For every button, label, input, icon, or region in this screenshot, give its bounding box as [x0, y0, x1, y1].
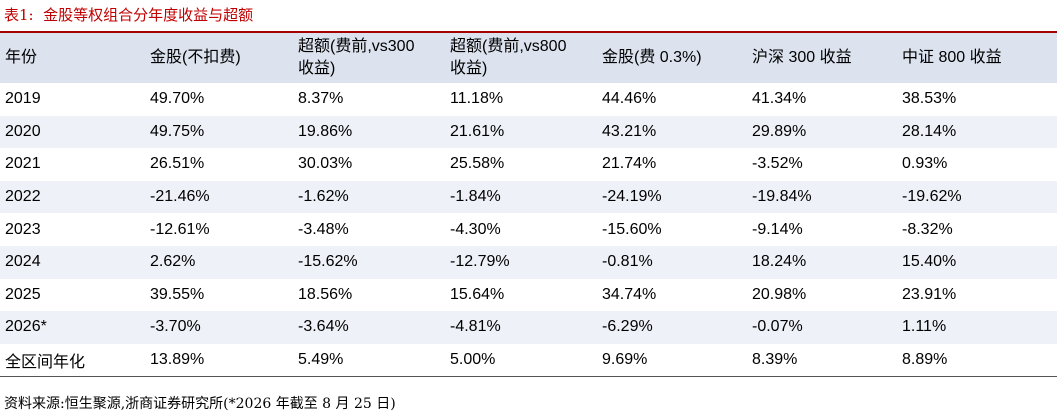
table-row: 2025 39.55% 18.56% 15.64% 34.74% 20.98% 23.91%: [0, 279, 1057, 312]
header-cell: 金股(费 0.3%): [597, 33, 747, 83]
source-note: 资料来源:恒生聚源,浙商证券研究所(*2026 年截至 8 月 25 日): [4, 396, 396, 412]
table-row: 2022 -21.46% -1.62% -1.84% -24.19% -19.84% -19…: [0, 180, 1057, 214]
row-label: 2025: [5, 285, 41, 303]
table-row: 2021 26.51% 30.03% 25.58% 21.74% -3.52% 0.93%: [0, 148, 1057, 181]
table-cell: 18.24%: [747, 245, 897, 279]
table-cell: 26.51%: [150, 155, 205, 173]
header-cell: 超额(费前,vs300 收益): [293, 33, 445, 83]
table-cell: 38.53%: [902, 90, 957, 108]
table-cell: 43.21%: [597, 115, 747, 149]
table-cell: 18.56%: [298, 285, 353, 303]
table-cell: 1.11%: [897, 311, 1057, 344]
table-cell: 8.89%: [897, 343, 1057, 378]
table-cell: 15.40%: [897, 245, 1057, 279]
table-cell: 39.55%: [150, 285, 205, 303]
table-cell: -8.32%: [902, 220, 953, 238]
data-table: 年份 金股(不扣费) 超额(费前,vs300 收益) 超额(费前,vs800 收益) 金…: [0, 33, 1057, 378]
table-cell: 0.93%: [902, 155, 948, 173]
table-cell: -3.52%: [752, 155, 803, 173]
table-cell: 15.64%: [450, 285, 505, 303]
table-cell: -3.70%: [145, 311, 293, 344]
table-cell: -15.60%: [602, 220, 662, 238]
table-cell: -12.79%: [445, 245, 597, 279]
table-cell: -12.61%: [150, 220, 210, 238]
row-label: 2026*: [0, 311, 145, 344]
table-cell: 5.49%: [293, 343, 445, 378]
table-body: 2019 49.70% 8.37% 11.18% 44.46% 41.34% 38.53% 2…: [0, 83, 1057, 378]
row-label: 全区间年化: [0, 343, 145, 378]
table-cell: -21.46%: [145, 180, 293, 214]
table-cell: -3.64%: [293, 311, 445, 344]
title-rule: [0, 31, 1057, 33]
table-cell: -0.81%: [597, 245, 747, 279]
table-cell: 28.14%: [897, 115, 1057, 149]
table-cell: -24.19%: [597, 180, 747, 214]
table-cell: -1.62%: [293, 180, 445, 214]
table-row: 全区间年化 13.89% 5.49% 5.00% 9.69% 8.39% 8.89%: [0, 343, 1057, 378]
table-cell: 8.39%: [747, 343, 897, 378]
table-row: 2023 -12.61% -3.48% -4.30% -15.60% -9.14% -8.3…: [0, 213, 1057, 246]
table-cell: -9.14%: [752, 220, 803, 238]
table-cell: 9.69%: [597, 343, 747, 378]
row-label: 2022: [0, 180, 145, 214]
table-cell: 20.98%: [752, 285, 807, 303]
table-cell: 25.58%: [450, 155, 505, 173]
table-cell: 23.91%: [902, 285, 957, 303]
table-cell: 21.74%: [602, 155, 657, 173]
table-cell: -15.62%: [293, 245, 445, 279]
row-label: 2024: [0, 245, 145, 279]
table-cell: 2.62%: [145, 245, 293, 279]
header-cell: 金股(不扣费): [145, 33, 293, 83]
table-row: 2024 2.62% -15.62% -12.79% -0.81% 18.24% 15.40…: [0, 245, 1057, 279]
table-cell: -4.81%: [445, 311, 597, 344]
table-cell: 5.00%: [445, 343, 597, 378]
table-cell: 11.18%: [450, 90, 504, 108]
table-cell: 21.61%: [445, 115, 597, 149]
header-cell: 沪深 300 收益: [747, 33, 897, 83]
table-cell: 29.89%: [747, 115, 897, 149]
table-cell: -0.07%: [747, 311, 897, 344]
table-cell: 13.89%: [145, 343, 293, 378]
table-cell: 44.46%: [602, 90, 657, 108]
table-cell: -6.29%: [597, 311, 747, 344]
table-cell: 49.75%: [145, 115, 293, 149]
header-cell: 年份: [0, 33, 145, 83]
table-row: 2026* -3.70% -3.64% -4.81% -6.29% -0.07% 1.11%: [0, 311, 1057, 344]
row-label: 2021: [5, 155, 41, 173]
table-cell: 30.03%: [298, 155, 353, 173]
table-cell: -1.84%: [445, 180, 597, 214]
table-cell: 34.74%: [602, 285, 657, 303]
row-label: 2023: [5, 220, 41, 238]
table-cell: -19.62%: [897, 180, 1057, 214]
header-cell: 中证 800 收益: [897, 33, 1057, 83]
table-cell: 41.34%: [752, 90, 807, 108]
table-cell: 8.37%: [298, 90, 344, 108]
row-label: 2019: [5, 90, 41, 108]
table-row: 2019 49.70% 8.37% 11.18% 44.46% 41.34% 38.53%: [0, 83, 1057, 116]
table-row: 2020 49.75% 19.86% 21.61% 43.21% 29.89% 28.14%: [0, 115, 1057, 149]
row-label: 2020: [0, 115, 145, 149]
table-cell: -4.30%: [450, 220, 501, 238]
header-cell: 超额(费前,vs800 收益): [445, 33, 597, 83]
table-cell: -19.84%: [747, 180, 897, 214]
table-cell: -3.48%: [298, 220, 349, 238]
table-title: 表1: 金股等权组合分年度收益与超额: [4, 6, 254, 24]
table-cell: 49.70%: [150, 90, 205, 108]
header-row: 年份 金股(不扣费) 超额(费前,vs300 收益) 超额(费前,vs800 收益) 金…: [0, 33, 1057, 83]
table-cell: 19.86%: [293, 115, 445, 149]
